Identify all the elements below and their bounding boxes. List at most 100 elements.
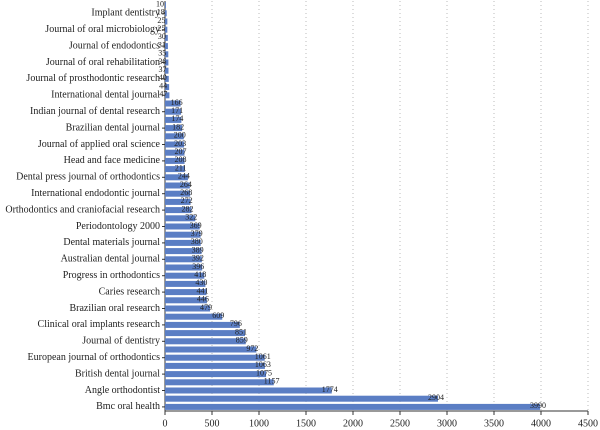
bar: [165, 116, 182, 123]
value-label: 396: [192, 262, 204, 271]
bar: [165, 354, 265, 361]
x-tick-label: 500: [205, 418, 220, 429]
y-tick-label: International dental journal: [51, 90, 160, 101]
value-label: 282: [182, 204, 194, 213]
bar: [165, 321, 240, 328]
bar: [165, 215, 196, 222]
value-label: 35: [158, 49, 166, 58]
bar: [165, 272, 205, 279]
x-tick-label: 2000: [343, 418, 363, 429]
bar: [165, 34, 168, 41]
bar: [165, 313, 223, 320]
value-label: 389: [192, 245, 204, 254]
bar: [165, 100, 181, 107]
y-tick-label: Dental press journal of orthodontics: [16, 172, 160, 183]
value-label: 972: [246, 344, 258, 353]
bar: [165, 346, 257, 353]
value-label: 479: [200, 303, 212, 312]
value-label: 244: [178, 172, 190, 181]
y-tick-label: Orthodontics and craniofacial research: [5, 204, 160, 215]
value-label: 430: [195, 278, 207, 287]
y-tick-label: Implant dentistry: [91, 8, 160, 19]
value-label: 796: [230, 319, 242, 328]
bar: [165, 223, 200, 230]
value-label: 380: [191, 237, 203, 246]
value-label: 441: [196, 286, 208, 295]
value-label: 30: [158, 32, 166, 41]
value-label: 322: [185, 213, 197, 222]
y-tick-label: Angle orthodontist: [85, 385, 160, 396]
value-label: 392: [192, 254, 204, 263]
bar: [165, 231, 201, 238]
bar: [165, 84, 170, 91]
value-label: 369: [190, 221, 202, 230]
bar: [165, 338, 246, 345]
value-label: 418: [194, 270, 206, 279]
value-label: 2904: [428, 393, 444, 402]
value-label: 1061: [255, 352, 271, 361]
y-tick-label: Clinical oral implants research: [38, 319, 160, 330]
x-tick-label: 3500: [484, 418, 504, 429]
y-tick-label: Journal of applied oral science: [38, 139, 161, 150]
value-label: 40: [159, 73, 167, 82]
y-tick-label: International endodontic journal: [31, 188, 160, 199]
bar: [165, 108, 182, 115]
y-tick-label: Journal of endodontics: [69, 40, 160, 51]
bar: [165, 239, 201, 246]
bar: [165, 379, 274, 386]
y-tick-label: Journal of prosthodontic research: [26, 73, 160, 84]
bar: [165, 43, 168, 50]
bar: [165, 92, 170, 99]
value-label: 268: [180, 188, 192, 197]
value-label: 25: [157, 24, 165, 33]
value-label: 182: [172, 122, 184, 131]
bar: [165, 26, 168, 33]
y-tick-label: Journal of oral microbiology: [45, 24, 160, 35]
bar: [165, 18, 168, 25]
bar: [165, 371, 267, 378]
bar: [165, 2, 166, 9]
value-label: 446: [197, 295, 209, 304]
value-label: 25: [157, 16, 165, 25]
bar: [165, 280, 206, 287]
x-tick-label: 0: [163, 418, 168, 429]
bar: [165, 10, 167, 17]
value-label: 47: [159, 90, 167, 99]
y-tick-label: Brazilian dental journal: [66, 122, 161, 133]
bar: [165, 182, 190, 189]
value-label: 859: [236, 336, 248, 345]
bar: [165, 198, 191, 205]
bar: [165, 75, 169, 82]
value-label: 272: [181, 196, 193, 205]
y-tick-label: British dental journal: [75, 368, 160, 379]
bar: [165, 305, 211, 312]
bar: [165, 125, 183, 132]
bar: [165, 67, 169, 74]
bar: [165, 207, 192, 214]
bar: [165, 59, 169, 66]
value-label: 31: [158, 40, 166, 49]
bar: [165, 330, 245, 337]
bar: [165, 395, 438, 402]
value-label: 1063: [255, 360, 271, 369]
value-label: 44: [159, 81, 167, 90]
x-tick-label: 1500: [296, 418, 316, 429]
y-tick-label: European journal of orthodontics: [28, 352, 161, 363]
y-tick-label: Head and face medicine: [64, 155, 161, 166]
bar: [165, 51, 169, 58]
value-label: 1774: [322, 385, 338, 394]
bar: [165, 289, 207, 296]
y-tick-label: Periodontology 2000: [76, 221, 160, 232]
y-tick-label: Caries research: [99, 286, 160, 297]
value-label: 1075: [256, 368, 272, 377]
value-label: 36: [158, 57, 166, 66]
value-label: 18: [157, 8, 165, 17]
y-tick-label: Bmc oral health: [96, 401, 160, 412]
value-label: 37: [158, 65, 166, 74]
x-tick-label: 2500: [390, 418, 410, 429]
value-label: 609: [212, 311, 224, 320]
y-tick-label: Indian journal of dental research: [30, 106, 160, 117]
value-label: 166: [171, 98, 183, 107]
bar: [165, 256, 202, 263]
value-label: 203: [174, 139, 186, 148]
